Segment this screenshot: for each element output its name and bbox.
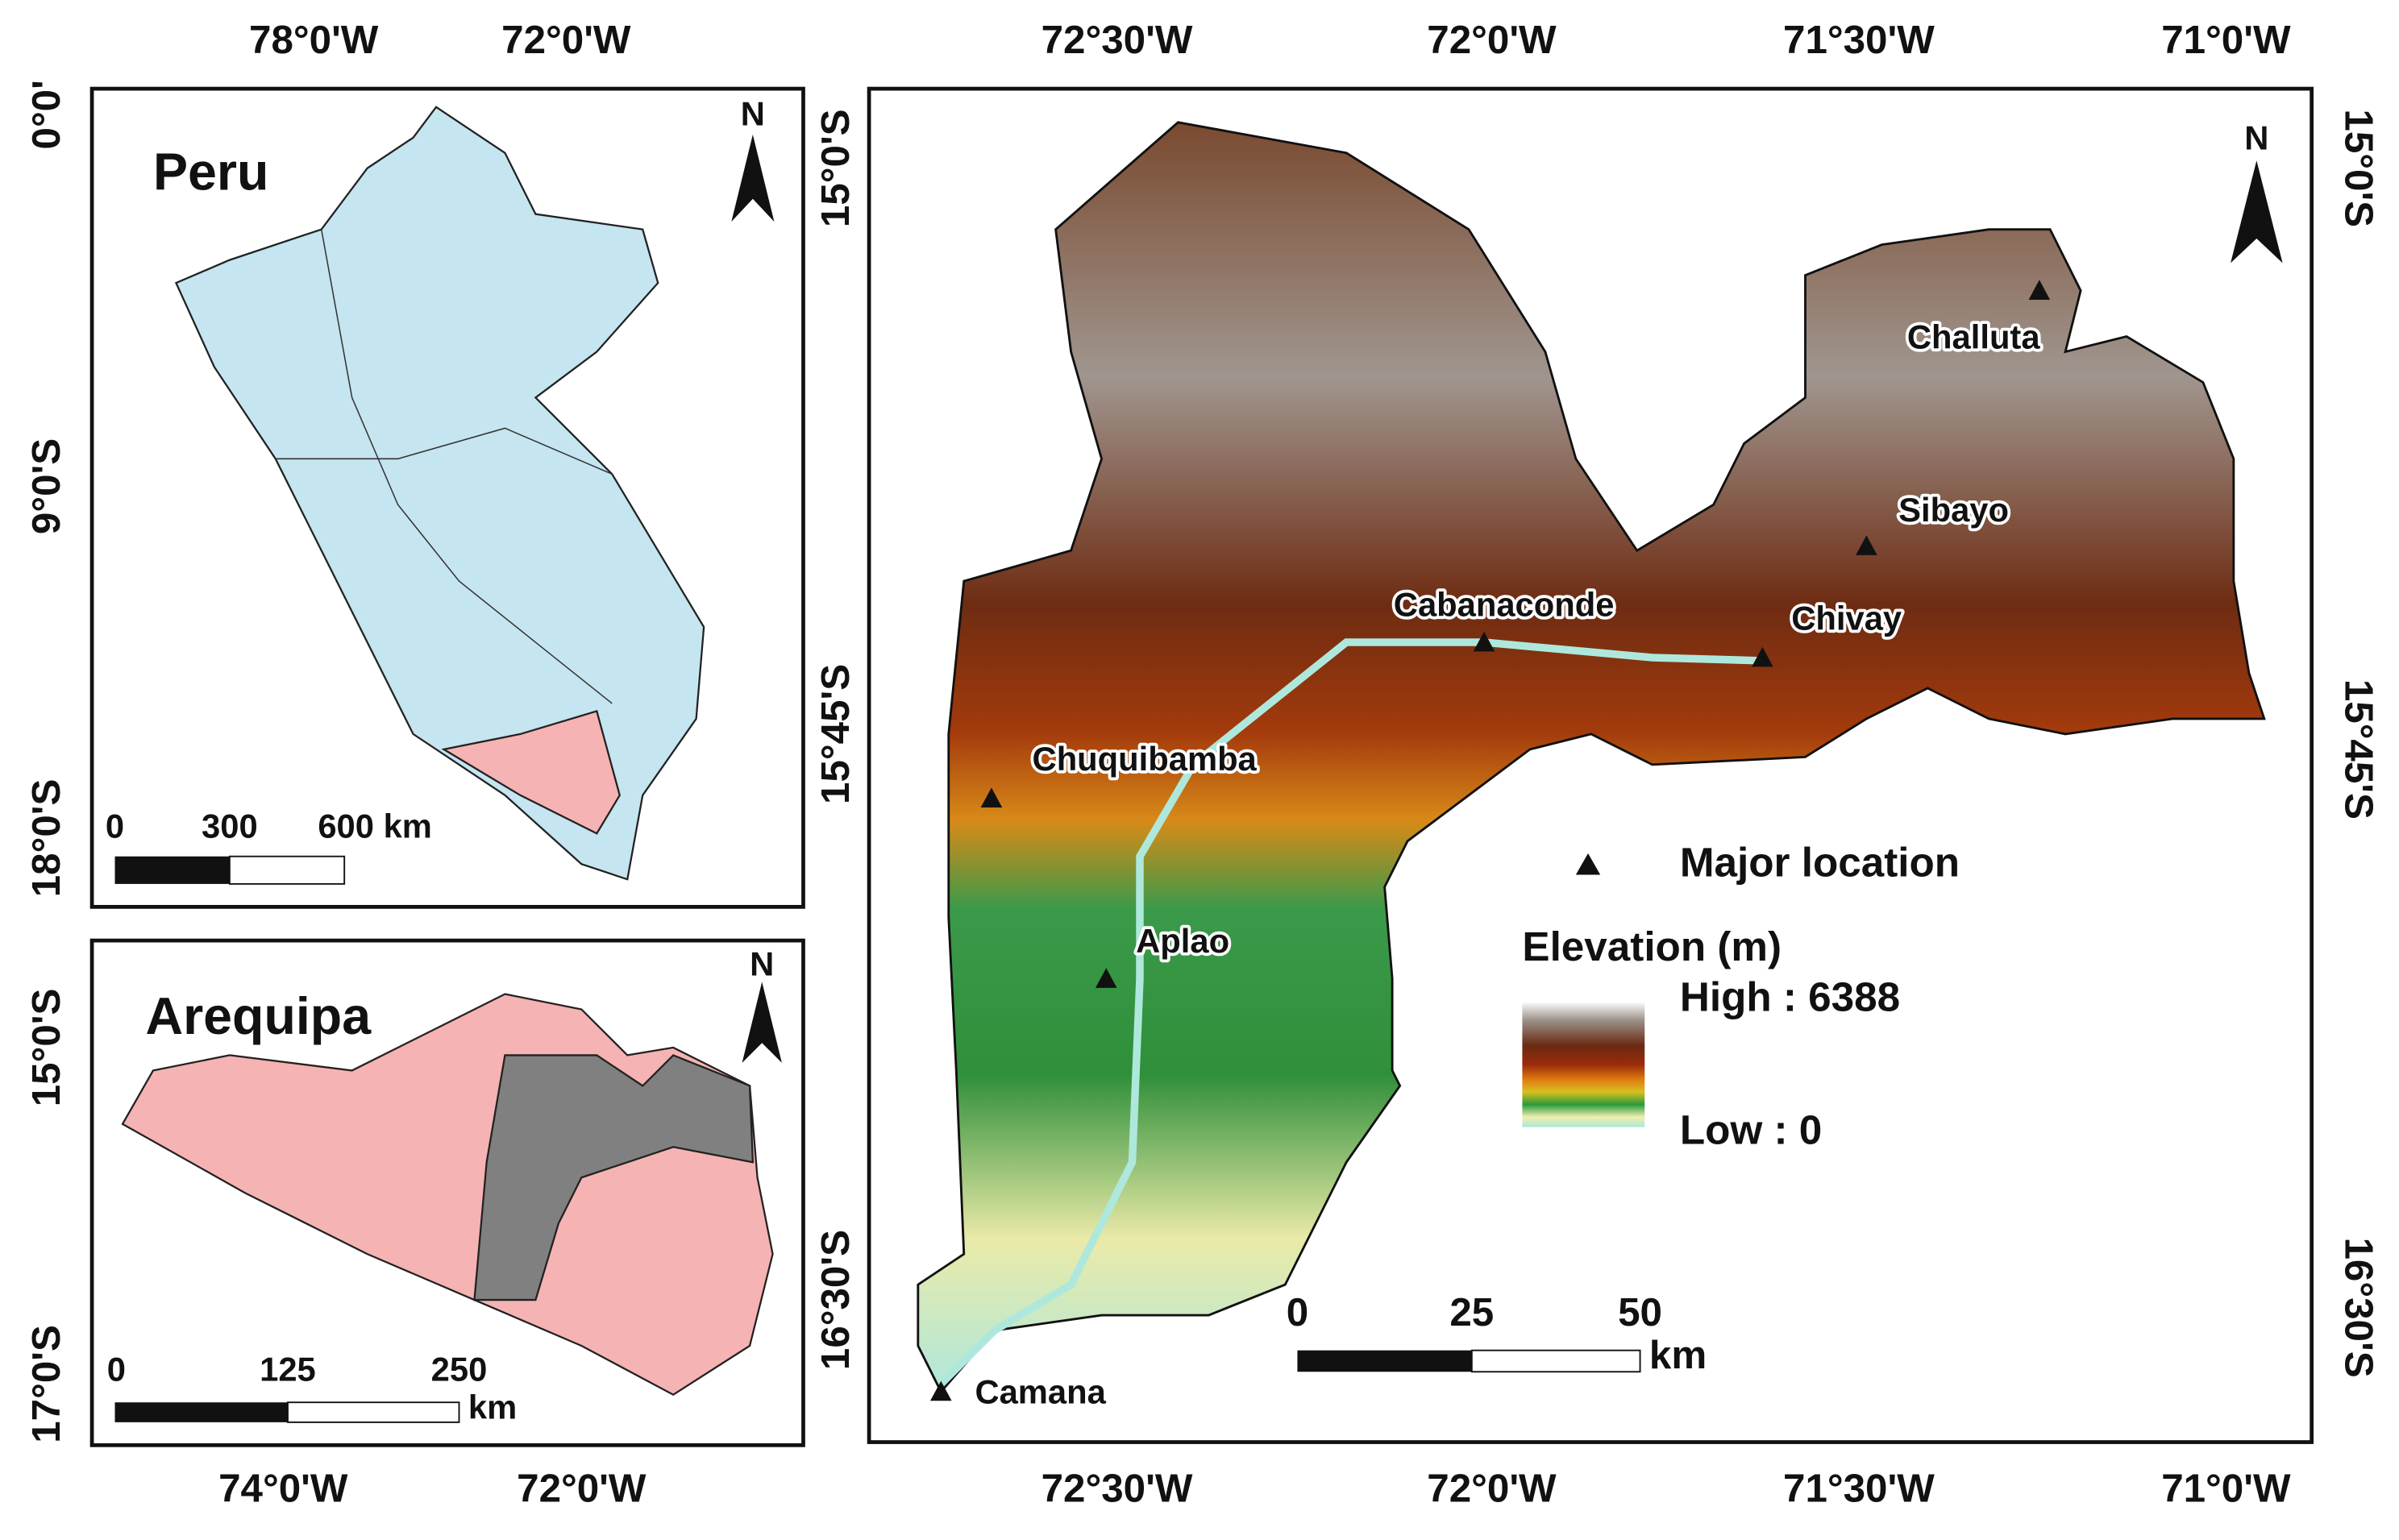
scale-label: 25	[1449, 1290, 1494, 1335]
scale-bar	[228, 855, 346, 885]
legend-low: Low : 0	[1680, 1107, 1822, 1153]
north-label: N	[2244, 119, 2268, 157]
left-label: 0°0'	[24, 80, 69, 149]
left-label: 17°0'S	[24, 1325, 69, 1443]
elevation-ramp	[1522, 1002, 1645, 1127]
place-label: Chivay	[1791, 600, 1902, 637]
top-label: 72°0'W	[501, 18, 631, 62]
bottom-label: 71°30'W	[1783, 1466, 1935, 1510]
scale-unit: km	[1649, 1333, 1707, 1377]
legend: Major location Elevation (m) High : 6388…	[1522, 840, 1960, 1153]
place-label: Challuta	[1907, 318, 2040, 355]
north-label: N	[741, 94, 765, 132]
north-arrow	[2231, 160, 2283, 264]
place-label: Sibayo	[1898, 491, 2009, 529]
peru-shape	[174, 106, 705, 881]
scale-bar	[1470, 1349, 1641, 1373]
arequipa-panel: Arequipa 15°0'S 17°0'S 74°0'W 72°0'W N 0…	[24, 938, 805, 1510]
frame	[867, 86, 2314, 1444]
boundary	[275, 427, 613, 475]
right-label: 15°0'S	[2337, 109, 2381, 227]
watershed	[917, 121, 2266, 1394]
left-label: 15°0'S	[24, 989, 69, 1107]
left-label: 18°0'S	[24, 779, 69, 898]
place-marker	[1473, 631, 1495, 652]
scale-label: 0	[106, 807, 124, 845]
legend-marker	[1575, 853, 1601, 875]
top-label: 72°0'W	[1427, 18, 1557, 62]
scale-label: 50	[1618, 1290, 1662, 1335]
bottom-label: 72°30'W	[1042, 1466, 1193, 1510]
bottom-label: 74°0'W	[218, 1466, 348, 1510]
place-label: Camana	[975, 1373, 1106, 1411]
north-arrow	[731, 134, 775, 222]
scale-bar	[114, 1402, 288, 1422]
place-marker	[2028, 280, 2051, 300]
frame	[89, 86, 805, 909]
place-marker	[980, 787, 1003, 807]
left-label: 16°30'S	[813, 1230, 858, 1370]
north-arrow	[742, 982, 782, 1063]
bottom-label: 72°0'W	[1427, 1466, 1557, 1510]
place-marker	[1856, 535, 1877, 555]
places: Challuta Sibayo Cabanaconde Chivay Chuqu…	[930, 280, 2051, 1414]
frame	[89, 938, 805, 1447]
north-label: N	[750, 944, 774, 982]
main-panel: 72°30'W 72°0'W 71°30'W 71°0'W 72°30'W 72…	[813, 18, 2380, 1510]
scale-label: 250	[431, 1350, 488, 1388]
legend-label: Major location	[1680, 840, 1960, 886]
top-label: 72°30'W	[1042, 18, 1193, 62]
left-label: 15°0'S	[813, 109, 858, 227]
right-label: 15°45'S	[2337, 679, 2381, 820]
arequipa-in-peru	[441, 710, 621, 835]
place-label: Cabanaconde	[1394, 585, 1615, 623]
top-label: 78°0'W	[249, 18, 379, 62]
place-label: Chuquibamba	[1033, 740, 1258, 778]
scale-label: 125	[260, 1350, 316, 1388]
arequipa-shape	[121, 993, 774, 1397]
left-label: 9°0'S	[24, 438, 69, 534]
river	[938, 638, 1760, 1387]
scale-label: 600 km	[318, 807, 432, 845]
bottom-label: 72°0'W	[517, 1466, 647, 1510]
place-marker	[1752, 646, 1773, 667]
scale-label: 300	[202, 807, 258, 845]
legend-title: Elevation (m)	[1522, 924, 1782, 969]
top-label: 71°30'W	[1783, 18, 1935, 62]
place-marker	[930, 1380, 952, 1401]
top-label: 71°0'W	[2161, 18, 2291, 62]
boundary	[320, 229, 613, 704]
scale-label: 0	[107, 1350, 126, 1388]
scale-bar	[287, 1401, 460, 1423]
left-label: 15°45'S	[813, 664, 858, 804]
basin-shape	[473, 1054, 755, 1301]
legend-high: High : 6388	[1680, 974, 1900, 1020]
scale-unit: km	[468, 1388, 517, 1426]
place-marker	[1095, 968, 1117, 988]
scale-bar	[114, 856, 230, 884]
scale-bar	[1297, 1350, 1472, 1372]
scale-label: 0	[1287, 1290, 1308, 1335]
title: Peru	[153, 143, 268, 201]
peru-panel: Peru 78°0'W 72°0'W 0°0' 9°0'S 18°0'S N 0…	[24, 18, 805, 909]
right-label: 16°30'S	[2337, 1238, 2381, 1378]
place-label: Aplao	[1136, 922, 1229, 960]
title: Arequipa	[145, 987, 372, 1045]
bottom-label: 71°0'W	[2161, 1466, 2291, 1510]
